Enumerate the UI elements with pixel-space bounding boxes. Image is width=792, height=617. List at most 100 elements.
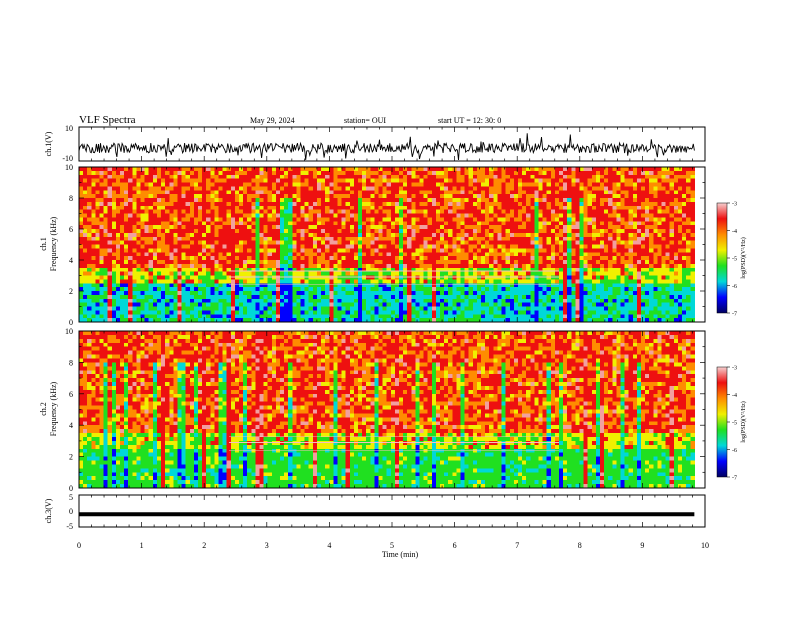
spectrogram-cell: [485, 217, 490, 222]
spectrogram-cell: [563, 205, 568, 211]
spectrogram-cell: [333, 283, 338, 288]
spectrogram-cell: [374, 170, 379, 176]
spectrogram-cell: [403, 263, 408, 269]
spectrogram-cell: [263, 267, 269, 273]
spectrogram-cell: [517, 283, 523, 288]
spectrogram-cell: [181, 302, 187, 307]
spectrogram-cell: [111, 213, 117, 218]
spectrogram-cell: [542, 302, 548, 307]
spectrogram-cell: [132, 298, 137, 304]
spectrogram-cell: [345, 302, 351, 307]
spectrogram-cell: [452, 170, 457, 176]
spectrogram-cell: [214, 186, 219, 191]
spectrogram-cell: [579, 182, 584, 187]
spectrogram-cell: [546, 205, 552, 211]
spectrogram-cell: [132, 248, 137, 253]
spectrogram-cell: [554, 271, 560, 276]
spectrogram-cell: [378, 275, 383, 280]
spectrogram-cell: [103, 291, 109, 296]
spectrogram-cell: [95, 279, 100, 284]
spectrogram-cell: [144, 240, 150, 245]
spectrogram-cell: [460, 267, 466, 273]
spectrogram-cell: [144, 174, 150, 180]
spectrogram-cell: [91, 310, 96, 315]
spectrogram-cell: [493, 294, 498, 300]
spectrogram-cell: [103, 225, 109, 230]
spectrogram-cell: [522, 198, 527, 203]
spectrogram-cell: [79, 167, 84, 172]
spectrogram-cell: [234, 225, 240, 230]
spectrogram-cell: [431, 213, 437, 218]
spectrogram-cell: [288, 174, 293, 180]
spectrogram-cell: [296, 217, 301, 222]
figure-title: VLF Spectra: [79, 114, 136, 126]
spectrogram-cell: [526, 170, 531, 176]
spectrogram-cell: [210, 205, 215, 211]
spectrogram-cell: [575, 279, 580, 284]
spectrogram-cell: [587, 221, 593, 226]
spectrogram-cell: [366, 294, 371, 300]
spectrogram-cell: [481, 221, 486, 226]
spectrogram-cell: [542, 217, 548, 222]
spectrogram-cell: [169, 232, 174, 238]
spectrogram-cell: [325, 221, 330, 226]
spectrogram-cell: [115, 236, 121, 242]
spectrogram-cell: [238, 174, 244, 180]
spectrogram-cell: [386, 252, 392, 257]
spectrogram-cell: [509, 174, 515, 180]
spectrogram-cell: [403, 271, 408, 276]
spectrogram-cell: [243, 167, 248, 172]
spectrogram-cell: [120, 198, 125, 203]
spectrogram-cell: [181, 283, 187, 288]
spectrogram-cell: [308, 167, 314, 172]
spectrogram-cell: [115, 201, 121, 207]
spectrogram-cell: [210, 225, 215, 230]
spectrogram-cell: [288, 217, 293, 222]
spectrogram-cell: [575, 256, 580, 261]
spectrogram-cell: [546, 217, 552, 222]
spectrogram-cell: [325, 240, 330, 245]
spectrogram-cell: [493, 298, 498, 304]
spectrogram-cell: [226, 190, 232, 195]
spectrogram-cell: [120, 314, 125, 319]
spectrogram-cell: [386, 275, 392, 280]
spectrogram-cell: [156, 252, 162, 257]
spectrogram-cell: [316, 186, 322, 191]
spectrogram-cell: [156, 174, 162, 180]
spectrogram-cell: [218, 221, 223, 226]
spectrogram-cell: [300, 318, 306, 323]
spectrogram-cell: [587, 182, 593, 187]
spectrogram-cell: [472, 236, 478, 242]
spectrogram-cell: [517, 314, 523, 319]
spectrogram-cell: [337, 263, 342, 269]
spectrogram-cell: [456, 167, 461, 172]
spectrogram-cell: [247, 182, 252, 187]
spectrogram-cell: [103, 294, 109, 300]
spectrogram-cell: [333, 302, 338, 307]
spectrogram-cell: [288, 240, 293, 245]
spectrogram-cell: [181, 232, 187, 238]
spectrogram-cell: [485, 310, 490, 315]
spectrogram-cell: [259, 306, 265, 311]
spectrogram-cell: [444, 213, 449, 218]
spectrogram-cell: [87, 167, 92, 172]
spectrogram-cell: [464, 225, 470, 230]
spectrogram-cell: [165, 291, 170, 296]
spectrogram-cell: [111, 198, 117, 203]
spectrogram-cell: [403, 205, 408, 211]
spectrogram-cell: [575, 260, 580, 265]
spectrogram-cell: [390, 244, 396, 249]
spectrogram-cell: [538, 186, 543, 191]
spectrogram-cell: [140, 194, 146, 199]
spectrogram-cell: [177, 198, 182, 203]
spectrogram-cell: [111, 244, 117, 249]
spectrogram-cell: [226, 182, 232, 187]
spectrogram-cell: [554, 275, 560, 280]
spectrogram-cell: [526, 225, 531, 230]
spectrogram-cell: [522, 248, 527, 253]
spectrogram-cell: [374, 198, 379, 203]
spectrogram-cell: [550, 229, 556, 234]
spectrogram-cell: [280, 213, 285, 218]
spectrogram-cell: [353, 213, 359, 218]
